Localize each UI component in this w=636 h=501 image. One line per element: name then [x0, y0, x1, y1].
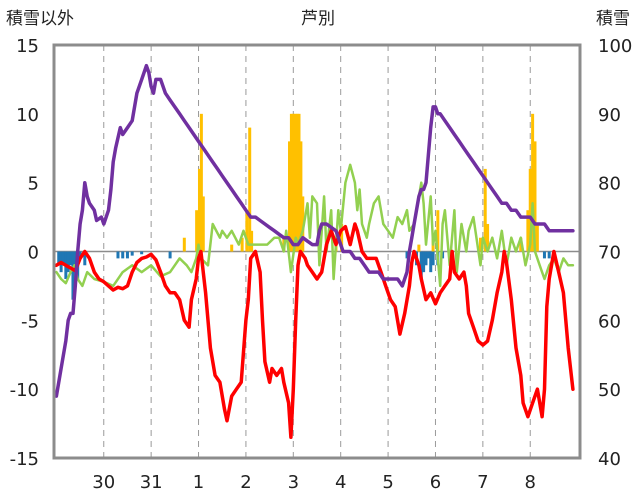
x-tick-label: 7 [477, 472, 488, 493]
snow-depth-change-bar [405, 251, 409, 259]
snowfall-bar [230, 244, 234, 252]
snowfall-bar [528, 168, 532, 252]
x-tick-label: 31 [140, 472, 163, 493]
snow-depth-change-bar [130, 251, 134, 256]
x-tick-label: 3 [288, 472, 299, 493]
snowfall-bar [486, 223, 490, 252]
snowfall-bar [526, 210, 530, 252]
snow-depth-change-bar [78, 251, 82, 259]
left-tick-label: -5 [21, 311, 39, 332]
right-axis-label: 積雪 [596, 9, 630, 29]
wind-speed-line [55, 163, 575, 288]
snowfall-bar [195, 210, 199, 252]
left-tick-label: 10 [16, 105, 39, 126]
snow-depth-change-bar [168, 251, 172, 259]
snow-depth-change-bar [429, 251, 433, 273]
snow-depth-line [54, 63, 575, 398]
snowfall-bar [182, 237, 186, 252]
x-tick-label: 30 [92, 472, 115, 493]
chart-title: 芦別 [301, 9, 335, 29]
snowfall-bar [483, 168, 487, 252]
x-tick-label: 5 [382, 472, 393, 493]
snowfall-bar [297, 113, 301, 252]
left-axis-ticks: 15 10 5 0 -5 -10 -15 [10, 36, 39, 470]
snowfall-bar [201, 196, 205, 252]
snowfall-bar [197, 168, 201, 252]
snow-depth-change-bar [140, 251, 144, 255]
snowfall-bar [478, 237, 482, 252]
snow-depth-change-bar [542, 251, 546, 259]
snowfall-bar [291, 113, 295, 252]
snow-depth-change-bar [419, 251, 423, 280]
right-tick-label: 70 [598, 243, 621, 264]
right-tick-label: 90 [598, 105, 621, 126]
snow-depth-change-bar [125, 251, 129, 259]
right-tick-label: 100 [598, 36, 632, 57]
snowfall-bar [533, 141, 537, 252]
x-tick-label: 6 [430, 472, 441, 493]
snow-depth-change-bar [66, 251, 70, 273]
snow-depth-change-bar [69, 251, 73, 266]
snow-depth-change-bar [431, 251, 435, 266]
snow-depth-change-bar [71, 251, 75, 300]
plot-frame [52, 43, 582, 460]
left-tick-label: 15 [16, 36, 39, 57]
snowfall-bar [250, 230, 254, 252]
snowfall-bar [340, 223, 344, 252]
x-tick-label: 1 [193, 472, 204, 493]
snowfall-bar [240, 237, 244, 252]
x-tick-label: 2 [240, 472, 251, 493]
snowfall-bar [289, 113, 293, 252]
snow-depth-change-bar [83, 251, 87, 266]
snow-depth-change-bar [422, 251, 426, 273]
snowfall-bar [531, 113, 535, 252]
snowfall-bar [248, 127, 252, 252]
right-tick-label: 80 [598, 174, 621, 195]
snow-depth-change-bar [121, 251, 125, 259]
left-tick-label: 0 [28, 243, 39, 264]
snow-depth-change-bar [547, 251, 551, 259]
snow-depth-change-bar [61, 251, 65, 266]
snow-depth-change-bar [116, 251, 120, 259]
snowfall-bar [199, 113, 203, 252]
right-tick-label: 40 [598, 449, 621, 470]
snowfall-bar [299, 141, 303, 252]
snowfall-bar [245, 210, 249, 252]
right-axis-ticks: 100 90 80 70 60 50 40 [598, 36, 632, 470]
snowfall-bar [535, 223, 539, 252]
x-tick-label: 4 [335, 472, 346, 493]
left-tick-label: -10 [10, 380, 39, 401]
left-tick-label: -15 [10, 449, 39, 470]
right-tick-label: 60 [598, 311, 621, 332]
snow-depth-change-bar [57, 251, 61, 266]
left-tick-label: 5 [28, 174, 39, 195]
snowfall-bar [293, 113, 297, 252]
snowfall-bar [417, 244, 421, 252]
snow-depth-change-bar [424, 251, 428, 266]
snowfall-bar [288, 141, 292, 252]
line-series [54, 63, 575, 440]
temperature-line [54, 222, 575, 440]
snow-depth-change-bar [426, 251, 430, 259]
snowfall-bar [436, 210, 440, 252]
x-axis-ticks: 30 31 1 2 3 4 5 6 7 8 [92, 472, 536, 493]
right-tick-label: 50 [598, 380, 621, 401]
snowfall-bar [295, 113, 299, 252]
snow-depth-change-bar [73, 251, 77, 266]
x-tick-label: 8 [525, 472, 536, 493]
left-axis-label: 積雪以外 [6, 9, 74, 29]
